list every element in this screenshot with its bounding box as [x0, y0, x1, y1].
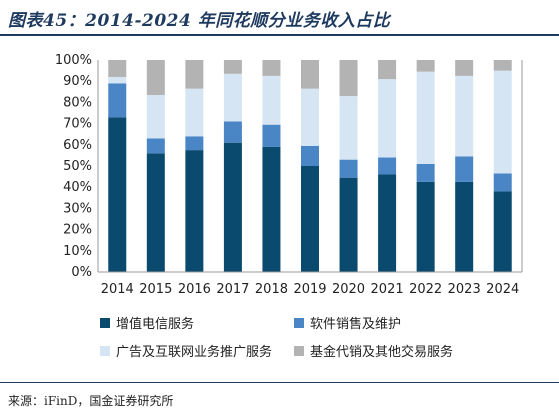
bar-segment — [301, 166, 319, 272]
bar-segment — [493, 191, 512, 272]
x-tick-label: 2015 — [139, 282, 172, 297]
stacked-bar-chart: 0% 10% 20% 30% 40% 50% 60% 70% 80% 90% 100% 2014 201… — [55, 53, 523, 360]
bar-segment — [339, 60, 358, 97]
bar-segment — [185, 136, 204, 151]
bar-segment — [185, 88, 204, 137]
bar-segment — [339, 177, 358, 272]
y-tick-label: 90% — [63, 74, 92, 89]
x-tick-label: 2017 — [216, 282, 249, 297]
bar-segment — [378, 174, 397, 272]
bar-segment — [108, 83, 127, 118]
title-divider — [0, 34, 559, 36]
bar-segment — [108, 76, 127, 84]
legend-swatch — [294, 318, 304, 328]
title-bar: 图表45：2014-2024 年同花顺分业务收入占比 — [0, 0, 559, 38]
y-tick-label: 50% — [63, 159, 92, 174]
bar-segment — [339, 159, 358, 178]
bar-segment — [185, 150, 204, 272]
bar-segment — [339, 96, 358, 160]
bar-segment — [378, 60, 397, 80]
bar-segment — [108, 117, 127, 273]
bar-segment — [416, 181, 435, 272]
bar-segment — [416, 71, 435, 164]
bar-segment — [301, 60, 319, 89]
bar-segment — [223, 142, 242, 272]
bar-segment — [262, 75, 281, 125]
bar-segment — [146, 153, 165, 272]
legend-label: 软件销售及维护 — [310, 316, 401, 332]
bar-segment — [146, 60, 165, 95]
legend-swatch — [100, 346, 110, 356]
chart-title: 图表45：2014-2024 年同花顺分业务收入占比 — [8, 11, 391, 31]
bar-segment — [146, 138, 165, 154]
legend-label: 广告及互联网业务推广服务 — [116, 344, 272, 360]
bar-segment — [223, 73, 242, 122]
x-tick-label: 2022 — [409, 282, 442, 297]
bar-segment — [378, 79, 397, 158]
bar-segment — [301, 88, 319, 146]
y-tick-label: 40% — [63, 180, 92, 195]
bar-segment — [301, 145, 319, 166]
source-divider — [0, 382, 559, 383]
y-tick-label: 70% — [63, 117, 92, 132]
y-tick-label: 30% — [63, 201, 92, 216]
y-tick-label: 20% — [63, 223, 92, 238]
x-tick-label: 2024 — [486, 282, 519, 297]
y-tick-label: 100% — [55, 53, 92, 68]
x-tick-label: 2019 — [293, 282, 326, 297]
bar-segment — [493, 70, 512, 174]
bar-segment — [455, 60, 474, 76]
bar-segment — [455, 75, 474, 157]
bar-segment — [223, 60, 242, 74]
bar-segment — [416, 60, 435, 72]
x-tick-label: 2023 — [448, 282, 481, 297]
source-text: iFinD，国金证券研究所 — [44, 394, 174, 408]
bar-segment — [108, 60, 127, 77]
legend-label: 基金代销及其他交易服务 — [310, 344, 453, 360]
bar-segment — [223, 121, 242, 143]
bar-segment — [416, 163, 435, 182]
legend-swatch — [294, 346, 304, 356]
bar-segment — [455, 156, 474, 182]
x-tick-label: 2014 — [101, 282, 134, 297]
bar-segment — [146, 94, 165, 139]
y-tick-label: 80% — [63, 95, 92, 110]
x-tick-label: 2018 — [255, 282, 288, 297]
source-note: 来源：iFinD，国金证券研究所 — [8, 392, 173, 409]
source-label: 来源： — [8, 394, 45, 408]
bar-segment — [378, 157, 397, 175]
legend-label: 增值电信服务 — [116, 316, 194, 332]
legend-swatch — [100, 318, 110, 328]
x-tick-label: 2020 — [332, 282, 365, 297]
x-tick-label: 2021 — [371, 282, 404, 297]
bar-segment — [185, 60, 204, 89]
y-tick-label: 10% — [63, 244, 92, 259]
bar-segment — [493, 60, 512, 71]
bar-segment — [262, 146, 281, 272]
bar-segment — [455, 181, 474, 272]
bar-segment — [262, 124, 281, 147]
bar-segment — [262, 60, 281, 76]
y-tick-label: 60% — [63, 138, 92, 153]
bar-segment — [493, 173, 512, 192]
y-tick-label: 0% — [71, 265, 92, 280]
x-tick-label: 2016 — [178, 282, 211, 297]
